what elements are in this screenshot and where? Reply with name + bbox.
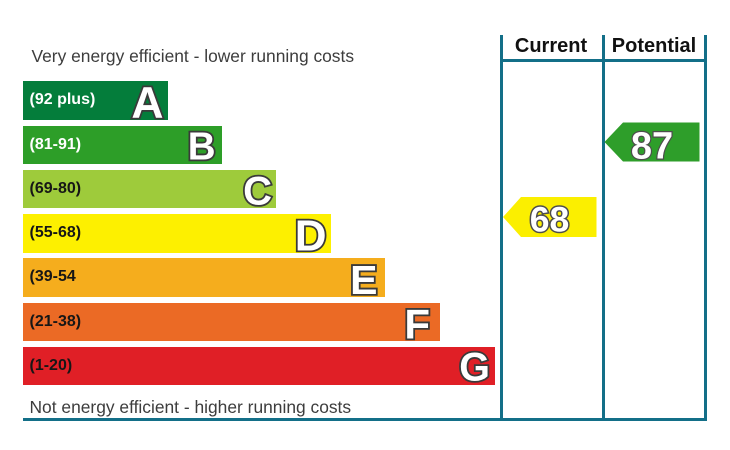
svg-text:A: A: [131, 79, 163, 128]
svg-text:F: F: [404, 300, 430, 347]
svg-text:D: D: [295, 211, 327, 260]
svg-text:68: 68: [530, 200, 570, 240]
svg-text:C: C: [243, 170, 272, 214]
svg-text:G: G: [459, 346, 490, 390]
svg-text:B: B: [188, 126, 216, 169]
svg-text:87: 87: [631, 126, 673, 168]
svg-text:E: E: [350, 257, 377, 303]
